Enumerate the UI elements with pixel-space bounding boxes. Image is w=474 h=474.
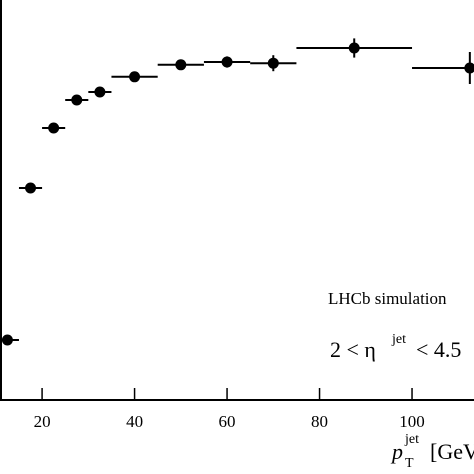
annotation: LHCb simulation: [328, 289, 447, 308]
data-point: [48, 122, 60, 134]
data-point: [267, 57, 279, 69]
x-label: [GeV/c]: [430, 439, 474, 464]
annotation: < 4.5: [416, 337, 461, 362]
annotation: 2 < η: [330, 337, 376, 362]
x-label: p: [390, 439, 403, 464]
x-label: T: [405, 456, 414, 471]
data-point: [175, 59, 187, 71]
data-point: [129, 71, 141, 83]
data-point: [1, 334, 13, 346]
x-tick-label: 60: [219, 412, 236, 431]
data-point: [464, 62, 474, 74]
x-label: jet: [404, 432, 419, 447]
data-point: [348, 42, 360, 54]
x-tick-label: 40: [126, 412, 143, 431]
x-tick-label: 80: [311, 412, 328, 431]
annotation: jet: [391, 332, 406, 347]
x-tick-label: 100: [399, 412, 425, 431]
data-point: [71, 94, 83, 106]
data-point: [25, 182, 37, 194]
x-tick-label: 20: [34, 412, 51, 431]
data-point: [94, 86, 106, 98]
data-point: [221, 56, 233, 68]
